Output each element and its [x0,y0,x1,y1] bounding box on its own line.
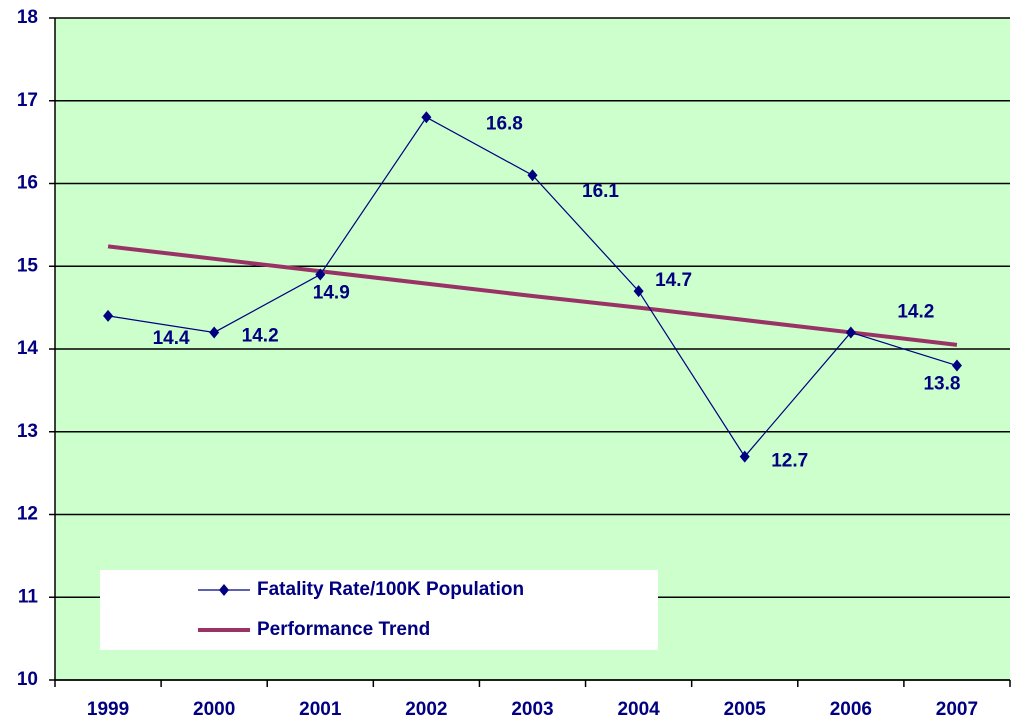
data-label: 13.8 [923,374,960,395]
series-line [107,244,958,347]
marker [527,169,538,182]
data-label: 16.8 [486,113,523,134]
marker [421,111,432,124]
x-tick-label: 2002 [405,699,447,720]
y-tick-label: 17 [17,90,38,111]
data-label: 14.4 [153,328,190,349]
legend-marker [219,584,229,596]
y-tick-label: 11 [18,586,39,607]
marker [951,359,962,372]
data-label: 14.2 [897,301,934,322]
marker [209,326,220,339]
x-tick-label: 2001 [299,699,342,720]
data-label: 14.7 [655,270,692,291]
data-label: 12.7 [771,451,808,472]
data-label: 14.9 [313,283,350,304]
marker [315,268,326,281]
marker [103,309,114,322]
y-tick-label: 15 [17,255,39,276]
x-tick-label: 2000 [193,699,235,720]
legend-label: Fatality Rate/100K Population [257,579,524,600]
data-label: 14.2 [242,325,279,346]
marker [739,450,750,463]
x-tick-label: 1999 [87,699,129,720]
y-tick-label: 12 [17,504,38,525]
legend-box [100,570,658,650]
legend-label: Performance Trend [257,619,430,640]
x-tick-label: 2006 [830,699,872,720]
x-tick-label: 2003 [511,699,553,720]
y-tick-label: 10 [17,669,38,690]
x-tick-label: 2005 [724,699,767,720]
data-label: 16.1 [582,181,619,202]
marker [845,326,856,339]
y-tick-label: 18 [17,7,38,28]
y-tick-label: 13 [17,421,38,442]
marker [633,285,644,298]
x-tick-label: 2004 [617,699,660,720]
x-tick-label: 2007 [936,699,978,720]
y-tick-label: 14 [17,338,39,359]
y-tick-label: 16 [17,173,38,194]
